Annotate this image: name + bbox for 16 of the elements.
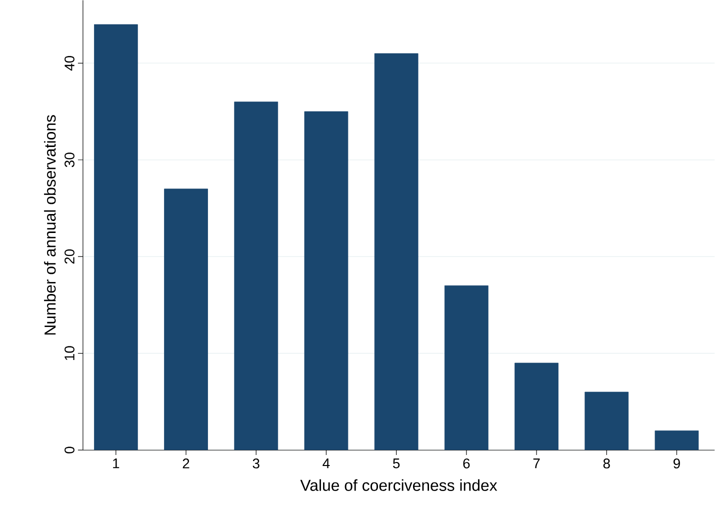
x-tick-label: 6 (463, 458, 470, 468)
x-tick-label: 7 (533, 458, 540, 468)
y-tick-label: 0 (64, 446, 74, 454)
x-tick-label: 3 (252, 458, 260, 468)
x-tick-label: 4 (322, 458, 330, 468)
y-tick-label: 20 (64, 249, 74, 264)
y-tick-label: 10 (64, 346, 74, 360)
x-tick-label: 9 (674, 458, 680, 468)
y-tick-label: 40 (64, 56, 74, 71)
x-tick-label: 1 (113, 458, 120, 468)
y-tick-label: 30 (64, 152, 74, 168)
x-tick-label: 2 (182, 458, 190, 468)
y-axis-title: Number of annual observations (44, 115, 56, 335)
x-tick-label: 8 (603, 458, 610, 468)
x-tick-label: 5 (393, 458, 400, 468)
x-axis-title: Value of coerciveness index (300, 479, 498, 491)
